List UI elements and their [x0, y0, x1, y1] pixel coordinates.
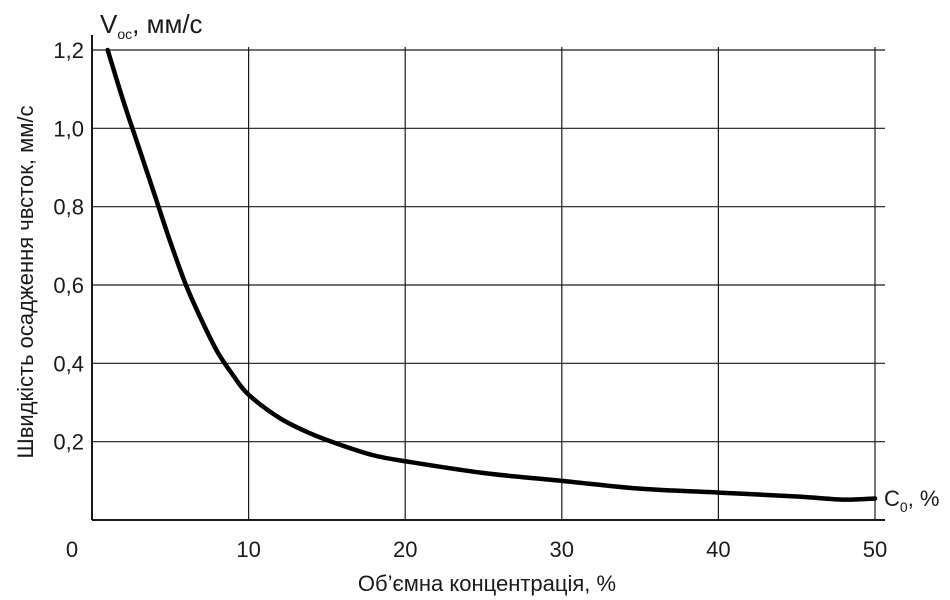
axes	[91, 35, 885, 521]
y-tick-label: 1,0	[53, 116, 84, 141]
y-tick-label: 0,2	[53, 430, 84, 455]
origin-label: 0	[66, 537, 78, 562]
series-layer	[105, 47, 878, 502]
x-tick-label: 10	[236, 537, 260, 562]
y-axis-unit-label: Vос, мм/с	[100, 9, 203, 42]
x-axis-title: Об’ємна концентрація, %	[358, 571, 616, 596]
x-axis-unit-label: C0, %	[884, 486, 939, 515]
labels: 0,2 0,4 0,6 0,8 1,0 1,2 10 20 30 40 50 0 Об’ємна кон…	[13, 9, 939, 596]
y-tick-label: 0,8	[53, 195, 84, 220]
x-tick-label: 50	[863, 537, 887, 562]
y-tick-label: 0,4	[53, 351, 84, 376]
series-line-0	[105, 47, 878, 502]
y-axis-title: Швидкість осадження чвсток, мм/с	[13, 106, 38, 459]
x-tick-label: 40	[706, 537, 730, 562]
x-tick-label: 20	[393, 537, 417, 562]
grid	[92, 47, 885, 520]
y-tick-label: 1,2	[53, 38, 84, 63]
x-tick-label: 30	[550, 537, 574, 562]
y-tick-label: 0,6	[53, 273, 84, 298]
